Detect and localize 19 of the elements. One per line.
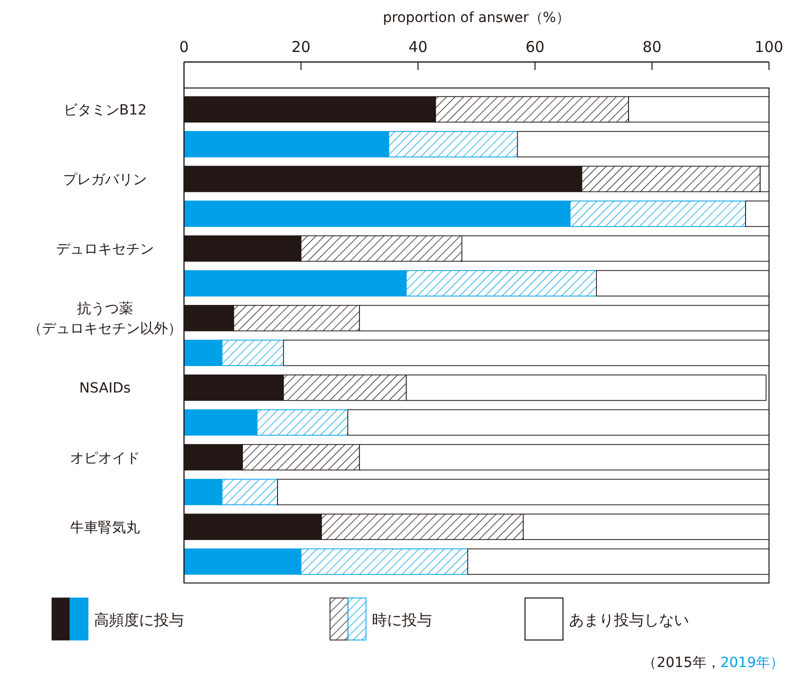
text: 時に投与 xyxy=(372,611,432,629)
text: 2019年） xyxy=(720,655,784,671)
x-tick-label: 0 xyxy=(179,38,189,56)
y-tick-label: 抗うつ薬（デュロキセチン以外） xyxy=(28,301,182,338)
y-tick-label: プレガバリン xyxy=(63,172,147,188)
x-tick-label: 20 xyxy=(291,38,311,56)
y-tick-label: オピオイド xyxy=(70,450,140,466)
x-tick-label: 80 xyxy=(642,38,662,56)
text: （2015年， xyxy=(642,655,720,671)
x-axis-title: proportion of answer（%） xyxy=(382,10,570,26)
y-tick-label: デュロキセチン xyxy=(56,242,154,258)
x-tick-label: 60 xyxy=(525,38,545,56)
x-tick-label: 100 xyxy=(754,38,784,56)
y-tick-label: 牛車腎気丸 xyxy=(70,520,140,536)
text: 高頻度に投与 xyxy=(94,611,184,629)
y-tick-label: ビタミンB12 xyxy=(63,102,147,118)
y-tick-label: NSAIDs xyxy=(79,380,131,397)
x-tick-label: 40 xyxy=(408,38,428,56)
text: あまり投与しない xyxy=(569,611,689,629)
